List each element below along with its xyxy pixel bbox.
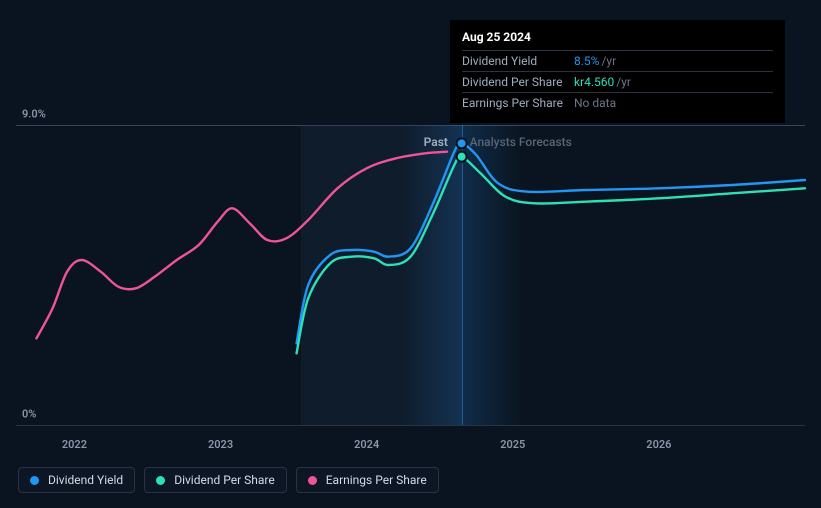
tooltip-row: Earnings Per ShareNo data bbox=[462, 92, 773, 113]
tooltip-metric-unit: /yr bbox=[616, 75, 631, 89]
legend-label: Dividend Per Share bbox=[174, 473, 275, 487]
tooltip-metric-unit: /yr bbox=[601, 54, 616, 68]
dividend-chart[interactable]: 9.0% 0% Past Analysts Forecasts 20222023… bbox=[16, 100, 805, 425]
chart-svg bbox=[16, 100, 805, 425]
tooltip-metric-value: No data bbox=[574, 96, 616, 110]
chart-legend: Dividend Yield Dividend Per Share Earnings… bbox=[18, 467, 439, 493]
legend-item[interactable]: Dividend Yield bbox=[18, 467, 135, 493]
series-marker bbox=[457, 152, 467, 162]
legend-label: Earnings Per Share bbox=[326, 473, 427, 487]
legend-dot-icon bbox=[156, 476, 165, 485]
tooltip-metric-value: kr4.560 bbox=[574, 75, 614, 89]
series-line bbox=[36, 152, 447, 339]
x-tick: 2025 bbox=[500, 438, 525, 451]
chart-tooltip: Aug 25 2024 Dividend Yield8.5%/yrDividen… bbox=[450, 20, 785, 123]
tooltip-date: Aug 25 2024 bbox=[462, 30, 773, 44]
tooltip-metric-label: Earnings Per Share bbox=[462, 96, 574, 110]
tooltip-metric-label: Dividend Per Share bbox=[462, 75, 574, 89]
legend-item[interactable]: Earnings Per Share bbox=[296, 467, 439, 493]
x-tick: 2022 bbox=[62, 438, 87, 451]
legend-dot-icon bbox=[308, 476, 317, 485]
legend-dot-icon bbox=[30, 476, 39, 485]
series-marker bbox=[457, 138, 467, 148]
tooltip-row: Dividend Yield8.5%/yr bbox=[462, 50, 773, 71]
x-tick: 2024 bbox=[354, 438, 379, 451]
tooltip-metric-value: 8.5% bbox=[574, 54, 599, 68]
x-tick: 2023 bbox=[208, 438, 233, 451]
legend-item[interactable]: Dividend Per Share bbox=[144, 467, 287, 493]
legend-label: Dividend Yield bbox=[48, 473, 123, 487]
tooltip-metric-label: Dividend Yield bbox=[462, 54, 574, 68]
x-axis-line bbox=[16, 425, 805, 426]
tooltip-row: Dividend Per Sharekr4.560/yr bbox=[462, 71, 773, 92]
x-tick: 2026 bbox=[646, 438, 671, 451]
series-line bbox=[297, 143, 805, 343]
